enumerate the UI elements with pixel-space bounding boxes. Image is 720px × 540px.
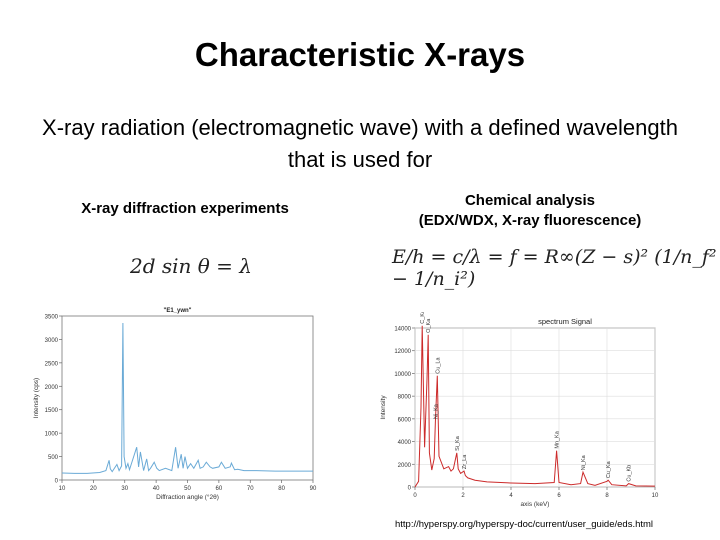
- y-tick-label: 6000: [398, 417, 412, 423]
- peak-label: Mn_Ka: [555, 430, 561, 448]
- peak-label: Ni_Ka: [581, 454, 587, 470]
- peak-label: O_Ka: [426, 318, 432, 333]
- slide-title: Characteristic X-rays: [194, 36, 526, 73]
- right-heading-line1: Chemical analysis: [464, 192, 596, 209]
- x-tick-label: 2: [461, 493, 465, 499]
- x-tick-label: 70: [247, 486, 254, 492]
- rydberg-rhs: (1/n_f² − 1/n_i²): [392, 246, 717, 290]
- x-tick-label: 90: [310, 486, 317, 492]
- x-axis-label: Diffraction angle (°2θ): [156, 493, 219, 501]
- right-heading-line2: (EDX/WDX, X-ray fluorescence): [418, 212, 642, 229]
- series-line: [414, 325, 656, 488]
- plot-area: [61, 315, 314, 481]
- chart-title: "E1_ywn": [163, 308, 191, 314]
- peak-label: Cu_Kb: [627, 465, 633, 482]
- y-tick-label: 2000: [398, 463, 412, 469]
- rydberg-equation: E/h = c/λ = f = R∞(Z − s)² (1/n_f² − 1/n…: [392, 246, 720, 290]
- x-tick-label: 50: [184, 486, 191, 492]
- chart-title: spectrum Signal: [538, 317, 592, 326]
- x-tick-label: 20: [90, 486, 97, 492]
- source-link[interactable]: http://hyperspy.org/hyperspy-doc/current…: [395, 519, 654, 530]
- y-tick-label: 8000: [398, 395, 412, 401]
- x-tick-label: 10: [652, 493, 659, 499]
- x-tick-label: 60: [216, 486, 223, 492]
- slide-subtitle: X-ray radiation (electromagnetic wave) w…: [42, 115, 678, 172]
- series-line: [61, 322, 313, 474]
- peak-label: Si_Ka: [455, 435, 461, 451]
- y-axis-label: Intensity: [380, 395, 387, 420]
- right-heading-chemical-analysis: Chemical analysis (EDX/WDX, X-ray fluore…: [375, 191, 685, 231]
- y-tick-label: 1500: [45, 408, 59, 414]
- x-axis-label: axis (keV): [521, 501, 550, 508]
- y-tick-label: 12000: [394, 349, 411, 355]
- peak-label: Cu_Ka: [606, 460, 612, 478]
- peak-label: C_Ka: [420, 312, 426, 324]
- x-tick-label: 6: [557, 493, 561, 499]
- rydberg-lhs: E/h = c/λ = f = R∞(Z − s)²: [392, 246, 649, 268]
- y-tick-label: 10000: [394, 372, 411, 378]
- peak-label: Zr_La: [462, 454, 468, 469]
- x-tick-label: 0: [413, 493, 417, 499]
- y-tick-label: 3500: [45, 315, 59, 321]
- left-heading-xrd: X-ray diffraction experiments: [81, 200, 289, 217]
- y-tick-label: 2000: [45, 385, 59, 391]
- y-tick-label: 0: [408, 486, 412, 492]
- y-tick-label: 3000: [45, 338, 59, 344]
- xrd-pattern-chart: 0 500 1000 1500 2000 2500 3000 3500 10 20 30 40 50 60…: [33, 308, 317, 501]
- bragg-equation: 2d sin θ = λ: [130, 254, 252, 278]
- eds-spectrum-chart: 0 2000 4000 6000 8000 10000 12000 14000 0 2 4 6 8 10 s…: [380, 312, 659, 508]
- peak-label: Ni_Ka: [433, 403, 439, 419]
- x-tick-label: 30: [121, 486, 128, 492]
- y-tick-label: 4000: [398, 440, 412, 446]
- x-tick-label: 8: [605, 493, 609, 499]
- peak-label: Cu_La: [435, 357, 441, 374]
- y-tick-label: 1000: [45, 432, 59, 438]
- y-tick-label: 500: [48, 455, 59, 461]
- y-axis-label: Intensity (cps): [33, 378, 40, 418]
- x-tick-label: 40: [153, 486, 160, 492]
- x-tick-label: 4: [509, 493, 513, 499]
- y-tick-label: 0: [55, 479, 59, 485]
- x-tick-label: 80: [278, 486, 285, 492]
- y-tick-label: 14000: [394, 327, 411, 333]
- y-tick-label: 2500: [45, 361, 59, 367]
- x-tick-label: 10: [59, 486, 66, 492]
- plot-area: [414, 327, 656, 488]
